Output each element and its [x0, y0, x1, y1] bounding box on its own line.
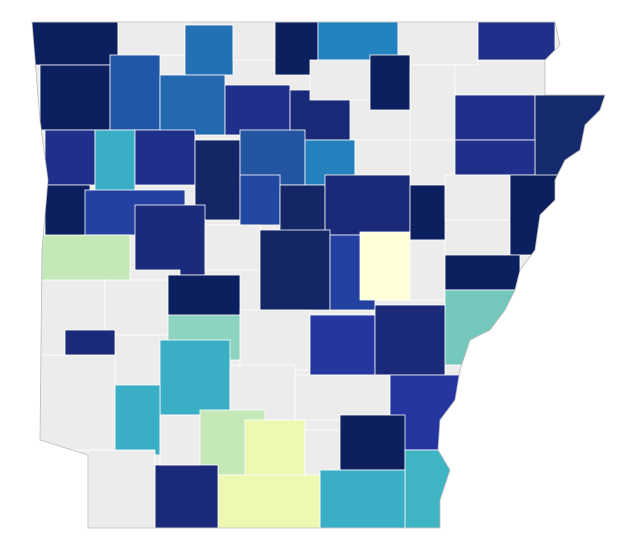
- county: [184, 24, 234, 76]
- county: [159, 74, 226, 136]
- county: [309, 59, 371, 101]
- county: [217, 474, 321, 528]
- county: [39, 354, 116, 451]
- county: [454, 139, 536, 176]
- county: [509, 174, 561, 256]
- county: [444, 174, 511, 221]
- county: [319, 469, 406, 528]
- county: [354, 139, 411, 176]
- county: [294, 374, 391, 421]
- county: [404, 449, 456, 528]
- county: [409, 184, 446, 241]
- county: [134, 204, 206, 276]
- county: [44, 129, 96, 186]
- county: [359, 231, 411, 301]
- county: [369, 54, 411, 111]
- state-outline: [31, 21, 606, 529]
- county: [374, 304, 446, 376]
- county: [159, 414, 201, 466]
- county: [134, 129, 196, 186]
- county: [87, 449, 156, 528]
- county: [117, 22, 186, 56]
- county: [477, 22, 556, 61]
- county: [104, 279, 171, 336]
- county: [32, 22, 119, 66]
- county: [109, 54, 161, 131]
- county: [224, 84, 291, 136]
- county: [454, 94, 536, 141]
- county: [39, 64, 111, 131]
- county: [159, 339, 231, 416]
- county: [444, 289, 521, 366]
- county: [204, 224, 261, 271]
- county: [534, 94, 605, 181]
- county: [239, 309, 311, 371]
- county: [324, 174, 411, 236]
- county: [444, 254, 521, 291]
- county: [114, 384, 161, 456]
- county: [239, 174, 281, 226]
- county: [409, 64, 456, 141]
- county: [232, 22, 276, 61]
- county: [39, 234, 131, 286]
- county: [317, 22, 399, 61]
- county: [339, 414, 406, 471]
- county: [409, 239, 446, 301]
- county: [154, 464, 219, 528]
- county: [259, 229, 331, 311]
- county: [309, 314, 376, 376]
